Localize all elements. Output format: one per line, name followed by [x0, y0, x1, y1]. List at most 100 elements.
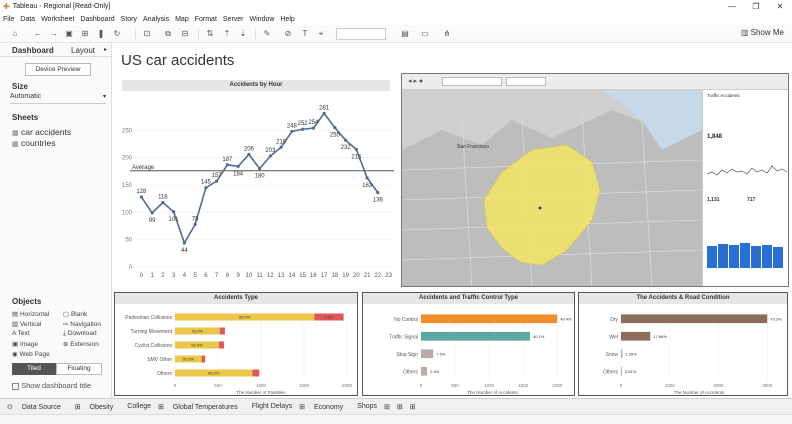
- duplicate-icon[interactable]: ⧉: [165, 29, 171, 38]
- presentation-icon[interactable]: ▭: [421, 29, 429, 38]
- map-tools-icon[interactable]: ◂ ▸ ●: [408, 78, 424, 85]
- map-panel[interactable]: ◂ ▸ ● San Francisco Traffic Accidents 1,…: [401, 73, 789, 287]
- app-icon: ✚: [3, 2, 10, 11]
- sheet-item-car-accidents[interactable]: ▦ car accidents: [12, 127, 71, 137]
- tiled-button[interactable]: Tiled: [12, 363, 56, 375]
- sort-asc-icon[interactable]: ⇡: [223, 29, 231, 38]
- view-cards-icon[interactable]: ▤: [401, 29, 409, 38]
- minimize-button[interactable]: —: [728, 2, 736, 11]
- menu-format[interactable]: Format: [194, 15, 217, 23]
- new-worksheet-icon[interactable]: ⊡: [143, 29, 151, 38]
- refresh-icon[interactable]: ↻: [113, 29, 121, 38]
- pause-icon[interactable]: ❚: [97, 29, 105, 38]
- object-vertical[interactable]: ▥ Vertical: [12, 321, 42, 328]
- sheet-item-countries[interactable]: ▦ countries: [12, 138, 56, 148]
- data-label: 203: [265, 148, 276, 154]
- group-icon[interactable]: ⊘: [284, 29, 292, 38]
- show-me-button[interactable]: ▥ Show Me: [741, 28, 784, 37]
- size-dropdown[interactable]: Automatic ▾: [10, 93, 106, 104]
- data-label: 215: [351, 154, 362, 160]
- bar-chart-svg: 0 500 1000 1500 2000 The Number of Accidents N…: [389, 310, 572, 395]
- bar: [421, 331, 530, 341]
- show-title-checkbox[interactable]: Show dashboard title: [12, 381, 91, 390]
- object-web-page[interactable]: ◉ Web Page: [12, 351, 50, 358]
- map-svg: San Francisco: [402, 90, 702, 286]
- new-story-icon[interactable]: ⊞: [409, 403, 416, 411]
- object-text[interactable]: A Text: [12, 330, 30, 337]
- close-button[interactable]: ✕: [776, 2, 784, 11]
- back-icon[interactable]: ←: [34, 29, 42, 38]
- tab-college[interactable]: College: [127, 403, 152, 410]
- tab-flight-delays[interactable]: Flight Delays: [251, 403, 293, 410]
- clear-icon[interactable]: ⊟: [181, 29, 189, 38]
- share-icon[interactable]: ⋔: [443, 29, 451, 38]
- road-condition-chart[interactable]: The Accidents & Road Condition 0 1000 2000…: [578, 292, 788, 396]
- x-tick-label: 16: [310, 273, 317, 279]
- object-extension[interactable]: ⊕ Extension: [63, 341, 99, 348]
- traffic-control-chart[interactable]: Accidents and Traffic Control Type 0 500 1…: [362, 292, 575, 396]
- sort-desc-icon[interactable]: ⇣: [239, 29, 247, 38]
- x-tick-label: 0: [140, 273, 144, 279]
- tab-global-temperatures[interactable]: ⊞ Global Temperatures: [158, 403, 238, 411]
- object-download[interactable]: ⤓ Download: [63, 330, 97, 337]
- pin-icon[interactable]: ⌖: [318, 29, 324, 38]
- data-label: 145: [201, 180, 212, 186]
- tab-shops[interactable]: Shops: [357, 403, 378, 410]
- category-label: Snow: [605, 352, 618, 358]
- device-preview-button[interactable]: Device Preview: [25, 63, 91, 76]
- menu-file[interactable]: File: [3, 15, 15, 23]
- label-icon[interactable]: T: [302, 29, 308, 38]
- date-range[interactable]: [442, 77, 502, 86]
- maximize-button[interactable]: ❐: [752, 2, 760, 11]
- data-label: 248: [287, 123, 298, 129]
- tab-layout[interactable]: Layout: [71, 46, 96, 55]
- data-label: 157: [212, 173, 223, 179]
- new-dashboard-icon[interactable]: ⊞: [396, 403, 403, 411]
- data-point: [279, 145, 283, 149]
- menu-window[interactable]: Window: [249, 15, 275, 23]
- chevron-right-icon[interactable]: ▸: [104, 47, 108, 53]
- data-point: [150, 211, 154, 215]
- swap-icon[interactable]: ⇅: [206, 29, 214, 38]
- save-icon[interactable]: ▣: [65, 29, 73, 38]
- object-image[interactable]: ▣ Image: [12, 341, 39, 348]
- menu-analysis[interactable]: Analysis: [143, 15, 170, 23]
- tab-dashboard[interactable]: Dashboard: [12, 46, 54, 55]
- data-point: [290, 129, 294, 134]
- size-value: Automatic: [10, 93, 42, 100]
- highlight-icon[interactable]: ✎: [263, 29, 271, 38]
- menu-map[interactable]: Map: [175, 15, 189, 23]
- objects-heading: Objects: [12, 297, 42, 306]
- tab-economy[interactable]: ⊞ Economy: [299, 403, 344, 411]
- x-tick-label: 0: [174, 383, 177, 388]
- tab-data-source[interactable]: ⊙ Data Source: [7, 403, 61, 411]
- new-data-source-icon[interactable]: ⊞: [81, 29, 89, 38]
- map-toolbar: ◂ ▸ ●: [402, 74, 788, 90]
- highlighted-region[interactable]: [483, 144, 601, 266]
- data-point: [161, 200, 165, 205]
- accidents-type-chart[interactable]: Accidents Type 0 500 1000 1500 2000 The Numbe…: [114, 292, 358, 396]
- new-sheet-icon[interactable]: ⊞: [384, 403, 390, 411]
- x-tick-label: 3000: [762, 383, 773, 388]
- object-navigation[interactable]: ⇨ Navigation: [63, 321, 101, 328]
- accidents-by-hour-chart[interactable]: Accidents by Hour 0 50 100 150 200 250 0 1 2 3 4 5 6…: [114, 78, 398, 288]
- forward-icon[interactable]: →: [50, 29, 58, 38]
- tab-obesity[interactable]: ⊞ Obesity: [74, 403, 114, 411]
- category-label: Cyclist Collisions: [134, 343, 172, 349]
- menu-worksheet[interactable]: Worksheet: [41, 15, 75, 23]
- fit-dropdown[interactable]: [336, 28, 386, 40]
- home-icon[interactable]: ⌂: [12, 29, 18, 38]
- x-axis-label: The Number of Fatalities: [236, 390, 286, 395]
- menu-story[interactable]: Story: [120, 15, 138, 23]
- object-horizontal[interactable]: ▤ Horizontal: [12, 311, 50, 318]
- x-tick-label: 2000: [713, 383, 724, 388]
- side-value-3: 717: [747, 197, 756, 203]
- object-blank[interactable]: ▢ Blank: [63, 311, 88, 318]
- x-tick-label: 23: [385, 273, 392, 279]
- menu-help[interactable]: Help: [280, 15, 295, 23]
- filter-box[interactable]: [506, 77, 546, 86]
- menu-data[interactable]: Data: [20, 15, 36, 23]
- menu-dashboard[interactable]: Dashboard: [80, 15, 115, 23]
- menu-server[interactable]: Server: [222, 15, 244, 23]
- floating-button[interactable]: Floating: [56, 363, 102, 375]
